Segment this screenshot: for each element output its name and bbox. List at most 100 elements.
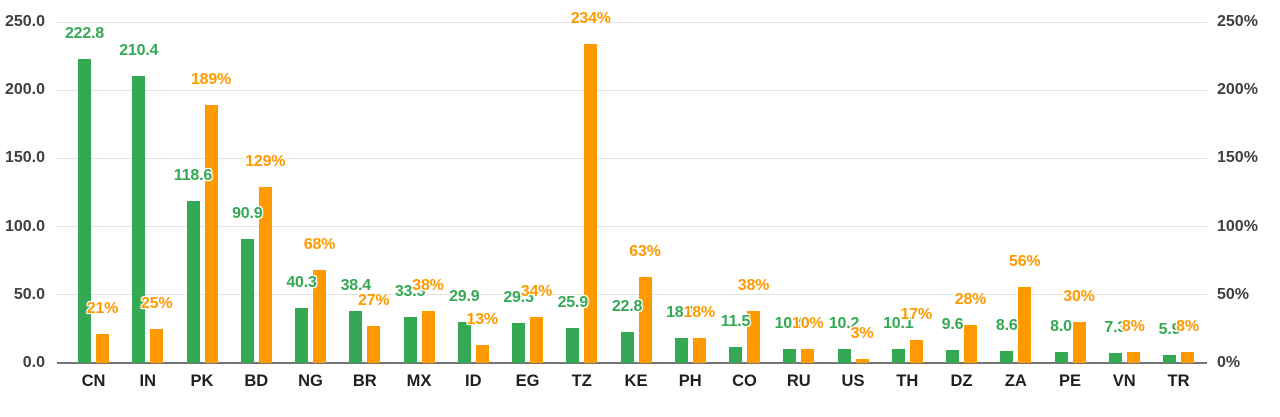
right-axis-tick: 200% [1217,81,1258,99]
bar-green-PE [1054,352,1068,363]
bar-green-PH [674,338,688,363]
bar-green-BD [240,239,254,363]
value-label-green-ZA: 8.6 [995,317,1018,335]
bar-green-KE [620,331,634,363]
bar-orange-BR [367,326,381,363]
bar-orange-PK [204,105,218,363]
value-label-green-RU: 10.4 [774,314,806,332]
left-axis-tick: 0.0 [22,354,45,371]
right-axis-tick: 50% [1217,285,1250,303]
value-label-orange-PE: 30% [1063,288,1095,306]
value-label-orange-ID: 13% [466,311,499,329]
gridline [57,89,1207,91]
bar-orange-ZA [1018,286,1032,363]
value-label-orange-IN: 25% [141,294,173,312]
category-label-US: US [841,372,865,390]
value-label-green-CO: 11.5 [720,313,751,331]
value-label-green-KE: 22.8 [611,297,643,315]
value-label-orange-MX: 38% [412,277,444,295]
value-label-orange-EG: 34% [520,282,553,300]
right-axis-tick: 150% [1217,149,1258,167]
value-label-orange-ZA: 56% [1009,252,1041,270]
value-label-orange-NG: 68% [303,236,336,254]
bar-green-CN [78,59,91,363]
bar-orange-BD [258,187,272,363]
category-label-BD: BD [244,372,269,390]
bar-green-MX [403,317,417,363]
bar-orange-VN [1126,352,1140,363]
value-label-green-ID: 29.9 [449,288,480,306]
value-label-orange-US: 3% [850,324,874,342]
category-label-ID: ID [465,372,482,390]
category-label-EG: EG [515,372,540,390]
value-label-orange-BR: 27% [358,292,390,310]
gridline [57,226,1207,228]
value-label-green-EG: 29.5 [503,288,534,306]
left-axis-tick: 150.0 [4,149,45,167]
value-label-orange-TH: 17% [900,305,933,323]
bar-green-VN [1108,353,1122,363]
value-label-orange-BD: 129% [245,153,286,171]
value-label-orange-KE: 63% [629,243,661,261]
category-label-PE: PE [1058,372,1081,390]
bar-green-TZ [566,327,580,363]
bar-green-ID [457,322,471,363]
right-axis-tick: 100% [1217,217,1258,235]
bar-orange-TH [909,339,923,363]
left-axis-tick: 100.0 [4,217,45,235]
value-label-green-DZ: 9.6 [941,315,964,333]
category-label-TR: TR [1167,372,1190,390]
category-label-MX: MX [406,372,432,390]
category-label-DZ: DZ [950,372,973,390]
value-label-green-TR: 5.9 [1158,320,1181,338]
value-label-green-MX: 33.5 [394,283,426,301]
category-label-CN: CN [81,372,106,390]
value-label-green-PK: 118.6 [173,167,213,185]
value-label-green-VN: 7.3 [1104,319,1127,337]
value-label-green-IN: 210.4 [119,42,159,60]
bar-green-TH [891,349,905,363]
category-label-IN: IN [139,372,157,390]
bar-green-EG [512,322,525,363]
category-label-TZ: TZ [571,372,592,390]
bar-green-TR [1163,354,1176,363]
bar-orange-CO [747,311,760,363]
value-label-orange-CN: 21% [86,300,119,318]
bar-green-NG [295,308,308,363]
bar-orange-ID [475,345,489,363]
bar-orange-PH [692,338,706,363]
category-label-PH: PH [678,372,702,390]
bar-orange-NG [313,270,326,363]
bar-orange-TZ [584,43,598,363]
value-label-orange-TZ: 234% [570,9,611,27]
bar-orange-IN [150,328,164,363]
left-axis-tick: 50.0 [13,285,45,303]
category-label-PK: PK [190,372,214,390]
bar-green-BR [349,310,363,363]
bar-green-CO [729,347,742,363]
right-axis-tick: 0% [1217,354,1241,371]
bar-green-PK [186,201,200,363]
value-label-green-TH: 10.1 [883,315,914,333]
bar-green-DZ [946,349,959,363]
bar-orange-US [855,358,869,363]
value-label-green-BD: 90.9 [232,205,263,223]
value-label-orange-DZ: 28% [954,290,987,308]
bar-orange-PE [1072,322,1086,363]
category-label-KE: KE [624,372,648,390]
value-label-orange-PK: 189% [190,71,232,89]
bar-orange-TR [1181,352,1194,363]
value-label-orange-TR: 8% [1176,318,1199,336]
right-axis-tick: 250% [1217,13,1258,30]
x-axis-baseline [57,362,1207,364]
category-label-RU: RU [786,372,811,390]
bar-orange-CN [96,334,109,363]
value-label-orange-CO: 38% [737,277,770,295]
value-label-orange-PH: 18% [683,304,716,322]
bar-orange-KE [638,277,652,363]
plot-area: 222.8 21% 210.4 25% 118.6 189% 90.9 129% 40.3 68%… [57,10,1207,364]
category-label-ZA: ZA [1004,372,1027,390]
category-label-CO: CO [732,372,757,390]
value-label-green-US: 10.2 [828,315,860,333]
